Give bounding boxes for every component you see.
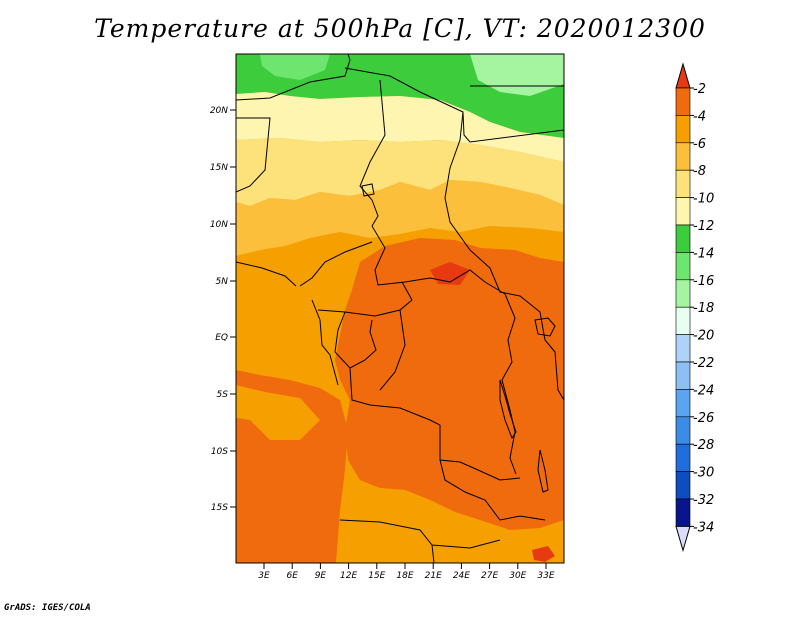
colorbar-label: -12 [693,219,714,234]
temperature-field [236,54,564,563]
colorbar-label: -8 [693,164,706,179]
colorbar-swatch [675,252,691,281]
colorbar-label: -20 [693,329,714,344]
colorbar-label: -32 [693,493,714,508]
border-niger-nigeria [236,79,386,227]
colorbar-under-triangle [675,525,691,553]
lat-tick-label: 10S [211,447,228,457]
colorbar-label: -34 [693,520,714,535]
grads-credit: GrADS: IGES/COLA [4,603,91,613]
colorbar-swatch [675,498,691,527]
colorbar-swatch [675,169,691,198]
colorbar-over-triangle [675,62,691,89]
field-max-spot [532,546,555,562]
border-zambia [439,459,546,521]
field-light-yellow [236,138,564,206]
field-yellow-orange [236,180,564,256]
lake-malawi [537,449,549,493]
colorbar-swatch [675,306,691,335]
lon-tick-label: 6E [286,571,298,581]
lon-tick-label: 9E [315,571,327,581]
colorbar-swatch [675,471,691,500]
longitude-axis: 3E 6E 9E 12E 15E 18E 21E 24E 27E 30E 33E [258,563,555,581]
country-borders [236,54,564,563]
colorbar-swatch [675,361,691,390]
colorbar-label: -16 [693,274,714,289]
lon-tick-label: 24E [453,571,470,581]
colorbar-swatch [675,334,691,363]
field-max-spot-2 [430,262,470,285]
border-angola-south [339,519,501,563]
colorbar-swatch [675,197,691,226]
colorbar-swatch [675,443,691,472]
border-car [371,225,506,295]
lon-tick-label: 15E [368,571,385,581]
colorbar-label: -28 [693,438,714,453]
field-dark-orange [335,238,564,530]
colorbar-swatch [675,115,691,144]
border-congo [334,309,406,391]
colorbar: -2 -4 -6 -8 -10 -12 -14 -16 -18 -20 -22 -24 -26 -28 -3… [675,62,714,553]
colorbar-label: -14 [693,246,714,261]
lat-tick-label: 15N [210,163,228,173]
colorbar-label: -30 [693,466,714,481]
lon-tick-label: 12E [340,571,357,581]
latitude-axis: 20N 15N 10N 5N EQ 5S 10S 15S [210,106,236,513]
lon-tick-label: 21E [425,571,442,581]
colorbar-label: -6 [693,137,706,152]
colorbar-label: -24 [693,383,714,398]
field-pale-yellow [236,92,564,162]
colorbar-swatch [675,416,691,445]
colorbar-label: -22 [693,356,714,371]
lon-tick-label: 30E [509,571,526,581]
lon-tick-label: 27E [481,571,498,581]
lon-tick-label: 3E [258,571,270,581]
border-east [501,293,564,475]
border-chad [444,111,546,341]
lat-tick-label: 20N [210,106,228,116]
colorbar-label: -2 [693,82,706,97]
colorbar-swatch [675,389,691,418]
chart-title: Temperature at 500hPa [C], VT: 202001230… [94,14,706,43]
map-frame [235,53,565,564]
lat-tick-label: 5N [216,277,229,287]
colorbar-label: -10 [693,192,714,207]
colorbar-swatch [675,87,691,116]
lon-tick-label: 18E [396,571,413,581]
lake-tanganyika [499,379,517,440]
colorbar-label: -18 [693,301,714,316]
border-cameroon [299,241,413,317]
lat-tick-label: 5S [217,390,229,400]
lakes [361,183,556,493]
lat-tick-label: 15S [211,503,228,513]
border-drc-angola [349,367,521,481]
colorbar-swatch [675,279,691,308]
colorbar-swatch [675,142,691,171]
lat-tick-label: EQ [215,333,228,343]
lake-victoria [534,317,556,337]
lat-tick-label: 10N [210,220,228,230]
border-coast [236,261,339,386]
colorbar-swatch [675,224,691,253]
colorbar-label: -26 [693,411,714,426]
field-orange-southwest [236,385,320,440]
colorbar-label: -4 [693,109,706,124]
lon-tick-label: 33E [537,571,554,581]
field-light-green [260,54,330,80]
lake-chad [361,183,375,197]
